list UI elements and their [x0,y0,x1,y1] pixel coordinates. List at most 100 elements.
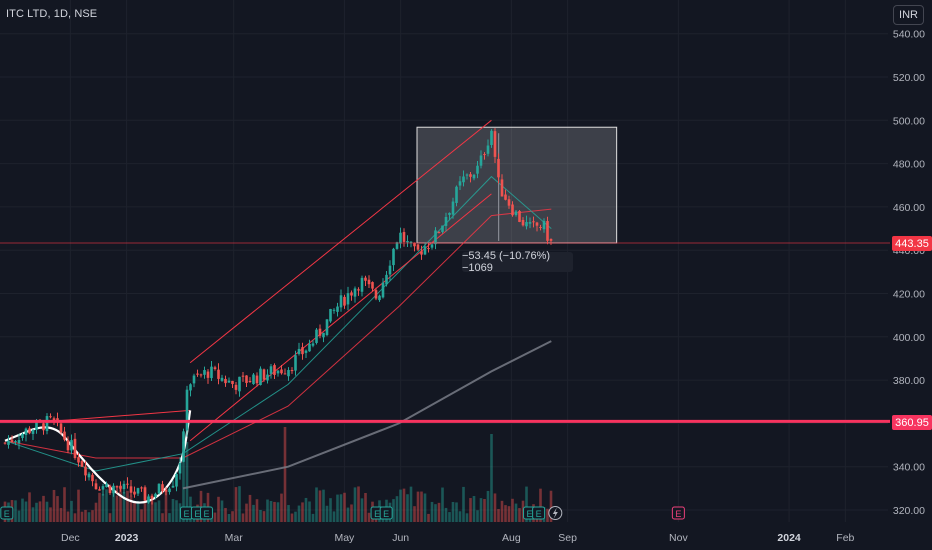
candle-body [94,483,98,490]
volume-bar [126,490,129,522]
price-tick-label: 460.00 [893,202,925,214]
volume-bar [392,499,395,522]
candle-body [434,230,437,245]
volume-bar [276,502,280,522]
candle-body [136,488,140,494]
earnings-event-marker[interactable]: E [671,506,685,520]
candle-body [357,289,360,291]
candle-body [161,484,164,492]
volume-bar [420,491,423,522]
candle-body [343,296,346,306]
volume-bar [490,434,493,522]
volume-bar [238,486,241,522]
volume-bar [416,491,420,522]
volume-bar [80,511,84,522]
candle-body [455,186,458,203]
candle-body [420,251,423,255]
volume-bar [231,511,234,522]
volume-bar [129,495,133,522]
candle-body [350,292,353,296]
candle-body [413,242,416,247]
earnings-event-marker[interactable]: E [199,506,213,520]
candle-body [241,375,245,377]
candle-body [171,485,175,488]
earnings-event-marker[interactable]: E [180,506,193,520]
volume-bar [28,492,31,522]
resistance-price-tag: 360.95 [892,415,932,430]
candlesticks [3,128,553,505]
candle-body [360,277,364,292]
volume-bar [52,489,56,522]
candle-body [364,277,367,281]
candle-body [115,486,119,488]
candle-body [164,490,168,492]
event-marker-letter: E [374,509,380,519]
volume-bar [367,512,371,522]
candle-body [388,265,392,275]
earnings-event-marker[interactable]: E [532,506,546,520]
channel-line [52,409,191,422]
volume-bar [486,490,490,522]
volume-bar [35,502,38,522]
candle-body [154,493,157,498]
volume-bar [448,512,451,522]
candle-body [189,384,192,391]
time-axis[interactable]: Dec 2023 Mar May Jun Aug Sep Nov 2024 Feb [61,532,855,544]
volume-bar [301,502,304,522]
volume-bar [154,502,157,522]
candle-body [490,130,493,145]
time-tick-label: Nov [669,532,688,544]
candle-body [308,343,311,352]
currency-button[interactable]: INR [893,5,924,25]
volume-bar [220,500,224,522]
candle-body [385,274,388,285]
candle-body [168,488,171,493]
candle-body [280,369,283,374]
candle-body [231,380,234,385]
candle-body [504,194,507,200]
volume-bar [343,492,346,522]
candle-body [518,210,521,222]
lightning-icon[interactable] [548,506,563,520]
volume-bar [24,501,28,522]
earnings-event-marker[interactable]: E [379,506,393,520]
volume-bar [290,513,294,522]
price-tick-label: 400.00 [893,332,925,344]
volume-bar [399,489,402,522]
volume-bar [469,498,472,522]
price-range-measure-box[interactable] [416,126,618,244]
volume-bar [322,489,325,522]
volume-bar [255,499,259,522]
price-tick-label: 380.00 [893,375,925,387]
volume-bar [21,498,24,522]
candle-body [416,244,420,250]
channel-line [189,193,492,442]
volume-bar [119,486,122,522]
candle-body [259,368,262,385]
candle-body [409,241,413,244]
time-tick-label: Dec [61,532,80,544]
price-tick-label: 420.00 [893,289,925,301]
volume-bar [465,513,469,522]
candle-body [185,389,189,431]
candle-body [472,174,476,179]
candle-body [469,174,472,177]
volume-bar [101,493,105,522]
earnings-event-marker[interactable]: E [0,506,14,520]
event-marker-letter: E [203,509,209,519]
candle-body [80,461,84,467]
candle-body [430,244,434,248]
volume-bar [262,511,266,522]
price-tick-label: 480.00 [893,159,925,171]
volume-bar [241,513,245,522]
candle-body [252,374,255,385]
candle-body [532,221,535,223]
event-marker-letter: E [527,509,533,519]
time-tick-label: Mar [225,532,244,544]
candle-body [311,343,315,346]
candle-body [290,370,294,372]
price-axis[interactable]: 540.00520.00500.00480.00460.00440.00420.… [893,29,925,517]
candle-body [255,375,259,384]
candle-body [262,369,266,380]
